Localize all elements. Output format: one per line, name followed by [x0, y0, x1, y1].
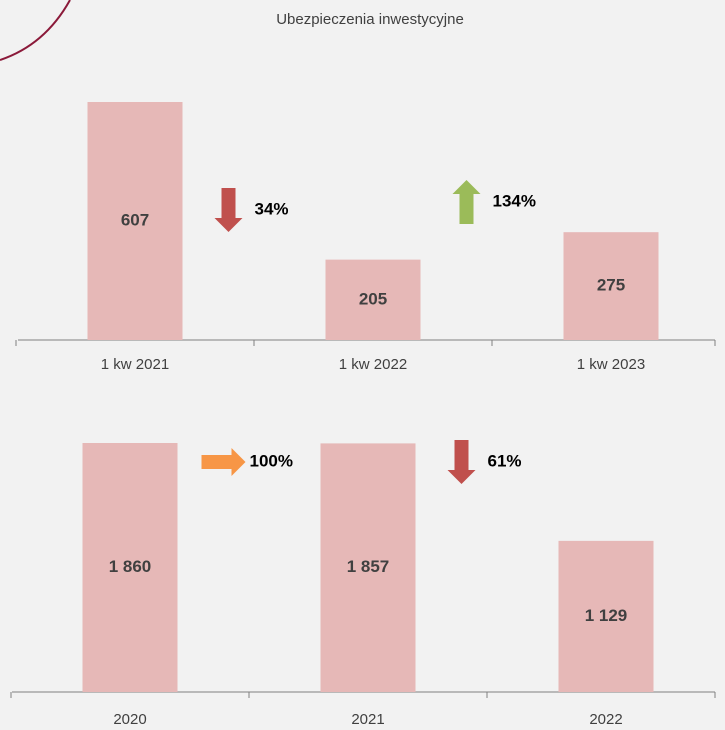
- bar: [82, 443, 178, 692]
- arrow: [214, 188, 243, 232]
- arrow: [452, 180, 481, 224]
- chart-title: Ubezpieczenia inwestycyjne: [276, 11, 464, 28]
- annotation: 34%: [255, 199, 289, 218]
- value-label: 205: [359, 289, 387, 308]
- x-tick-label: 1 kw 2023: [577, 356, 645, 373]
- bar: [87, 102, 183, 340]
- x-tick-label: 2022: [589, 711, 622, 728]
- value-label: 275: [597, 276, 625, 295]
- bar: [320, 443, 416, 692]
- x-tick-label: 1 kw 2022: [339, 356, 407, 373]
- annotation: 61%: [488, 451, 522, 470]
- arrow: [201, 448, 246, 476]
- x-tick-label: 2020: [113, 711, 146, 728]
- arrow: [447, 440, 476, 484]
- x-tick-label: 1 kw 2021: [101, 356, 169, 373]
- x-tick-label: 2021: [351, 711, 384, 728]
- bar: [563, 232, 659, 340]
- annotation: 134%: [493, 191, 536, 210]
- value-label: 607: [121, 210, 149, 229]
- decoration: [0, 0, 71, 61]
- value-label: 1 860: [109, 557, 152, 576]
- bar: [558, 540, 654, 692]
- value-label: 1 857: [347, 557, 390, 576]
- annotation: 100%: [250, 451, 293, 470]
- bar: [325, 259, 421, 340]
- value-label: 1 129: [585, 606, 628, 625]
